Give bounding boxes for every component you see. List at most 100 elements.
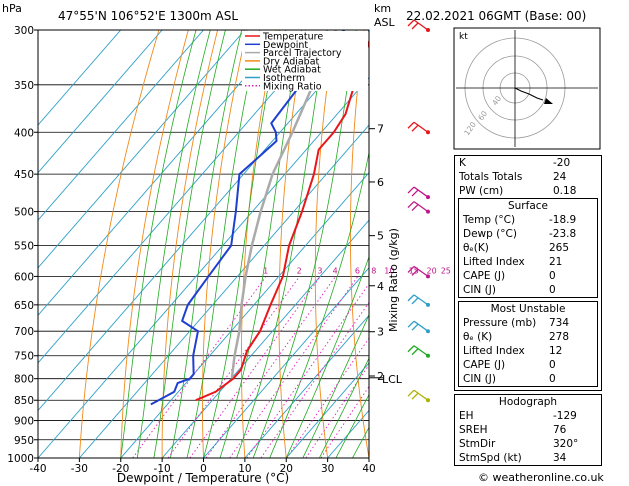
wind-barb-flag [411, 392, 419, 400]
wet-adiabat-line [136, 30, 211, 458]
index-row-pw: PW (cm) 0.18 [459, 185, 577, 197]
wind-barb-flag [407, 345, 415, 353]
isotherm-line [203, 267, 369, 458]
mixing-ratio-axis-label: Mixing Ratio (g/kg) [387, 228, 400, 332]
wind-barb-flag [407, 294, 415, 302]
wet-adiabat-line [120, 30, 197, 458]
x-tick-label: 30 [321, 463, 334, 475]
hodograph-arrow [544, 98, 553, 104]
asl-label: ASL [374, 16, 396, 29]
wet-adiabat-line [236, 30, 328, 458]
legend-entry: Parcel Trajectory [263, 48, 342, 59]
legend-box [242, 31, 368, 91]
wet-adiabat-line [335, 393, 369, 458]
most-unstable-panel: Most Unstable Pressure (mb) 734 θₑ (K) 278… [458, 301, 598, 387]
hodo-row: StmDir 320° [459, 438, 579, 450]
legend-entry: Isotherm [263, 73, 305, 84]
wind-barb [413, 320, 429, 332]
index-row-k: K -20 [459, 157, 571, 169]
isotherm-line [38, 30, 122, 126]
mu-row: CIN (J) 0 [463, 373, 556, 385]
mixing-ratio-line [205, 276, 336, 458]
hodograph-table-title: Hodograph [498, 396, 558, 408]
wind-barb-base [426, 353, 430, 358]
datetime: 22.02.2021 06GMT (Base: 00) [406, 9, 586, 23]
x-tick-label: -10 [154, 463, 171, 475]
surface-row: CIN (J) 0 [463, 284, 556, 296]
hodograph-trace [514, 87, 544, 101]
mixing-ratio-line [286, 337, 369, 458]
wet-adiabat-line [186, 30, 260, 458]
most-unstable-title: Most Unstable [490, 303, 566, 315]
surface-row: Lifted Index 21 [463, 256, 563, 268]
wind-barb [413, 19, 429, 31]
surface-row: θₑ(K) 265 [463, 242, 570, 254]
wet-adiabat-line [302, 313, 369, 458]
wet-adiabat-line [153, 30, 226, 458]
dry-adiabat-line [417, 30, 451, 458]
hodograph-frame [453, 27, 601, 150]
mixing-ratio-label: 6 [355, 266, 360, 275]
x-tick-label: 20 [280, 463, 293, 475]
pressure-tick-label: 550 [14, 240, 34, 252]
km-tick-label: 2 [377, 370, 384, 383]
mixing-ratio-label: 15 [409, 266, 419, 275]
wind-barb-flag [407, 19, 415, 27]
isotherm-line [285, 362, 369, 458]
footer-credit: © weatheronline.co.uk [478, 471, 604, 484]
mu-row: θₑ (K) 278 [463, 331, 570, 343]
mu-row: Lifted Index 12 [463, 345, 563, 357]
legend-entry: Mixing Ratio [263, 81, 322, 92]
mixing-ratio-label: 3 [317, 266, 322, 275]
x-axis-label: Dewpoint / Temperature (°C) [117, 471, 289, 485]
hodo-row: SREH 76 [459, 424, 567, 436]
pressure-tick-label: 600 [14, 271, 34, 283]
pressure-tick-label: 750 [14, 351, 34, 363]
pressure-tick-label: 1000 [7, 453, 34, 465]
x-tick-label: 40 [362, 463, 375, 475]
wind-barb-base [426, 28, 430, 32]
isotherm-line [38, 30, 246, 269]
dry-adiabat-line [349, 30, 369, 458]
pressure-tick-label: 800 [14, 374, 34, 386]
hodograph-unit-label: kt [459, 32, 468, 42]
chart-title: 47°55'N 106°52'E 1300m ASL [58, 9, 238, 23]
wet-adiabat-line [269, 150, 369, 458]
mixing-ratio-label: 8 [371, 266, 376, 275]
mixing-ratio-label: 2 [297, 266, 302, 275]
hodo-row: StmSpd (kt) 34 [459, 452, 567, 464]
km-tick-label: 7 [377, 123, 384, 136]
wet-adiabat-line [170, 30, 243, 458]
dry-adiabat-line [314, 30, 336, 458]
legend-entry: Wet Adiabat [263, 65, 321, 76]
wet-adiabat-line [219, 30, 302, 458]
isotherm-line [38, 30, 163, 174]
x-tick-label: 10 [238, 463, 251, 475]
mixing-ratio-line [260, 301, 369, 458]
wind-barb-flag [411, 204, 419, 212]
wind-barb-flag [407, 121, 415, 129]
legend-entry: Dewpoint [263, 40, 308, 51]
km-unit: km [374, 2, 391, 15]
wind-barb-flag [411, 189, 419, 197]
x-tick-label: -30 [71, 463, 88, 475]
dry-adiabat-line [78, 30, 160, 458]
wind-barb [413, 345, 429, 357]
wet-adiabat-line [252, 30, 357, 458]
pressure-tick-label: 450 [14, 169, 34, 181]
wind-barb-flag [411, 22, 419, 30]
km-tick-label: 4 [377, 280, 384, 293]
legend-entry: Temperature [262, 32, 323, 43]
mixing-ratio-label: 25 [441, 266, 451, 275]
index-row-totals: Totals Totals 24 [459, 171, 567, 183]
isotherm-line [79, 124, 369, 458]
wind-barb [413, 265, 429, 277]
isotherm-line [244, 314, 369, 458]
series-temperature [195, 38, 369, 402]
wind-barb-flag [407, 320, 415, 328]
dry-adiabat-line [202, 30, 248, 458]
surface-row: CAPE (J) 0 [463, 270, 556, 282]
pressure-unit: hPa [2, 2, 22, 15]
wind-barb-flag [407, 389, 415, 397]
wind-barb-flag [411, 348, 419, 356]
